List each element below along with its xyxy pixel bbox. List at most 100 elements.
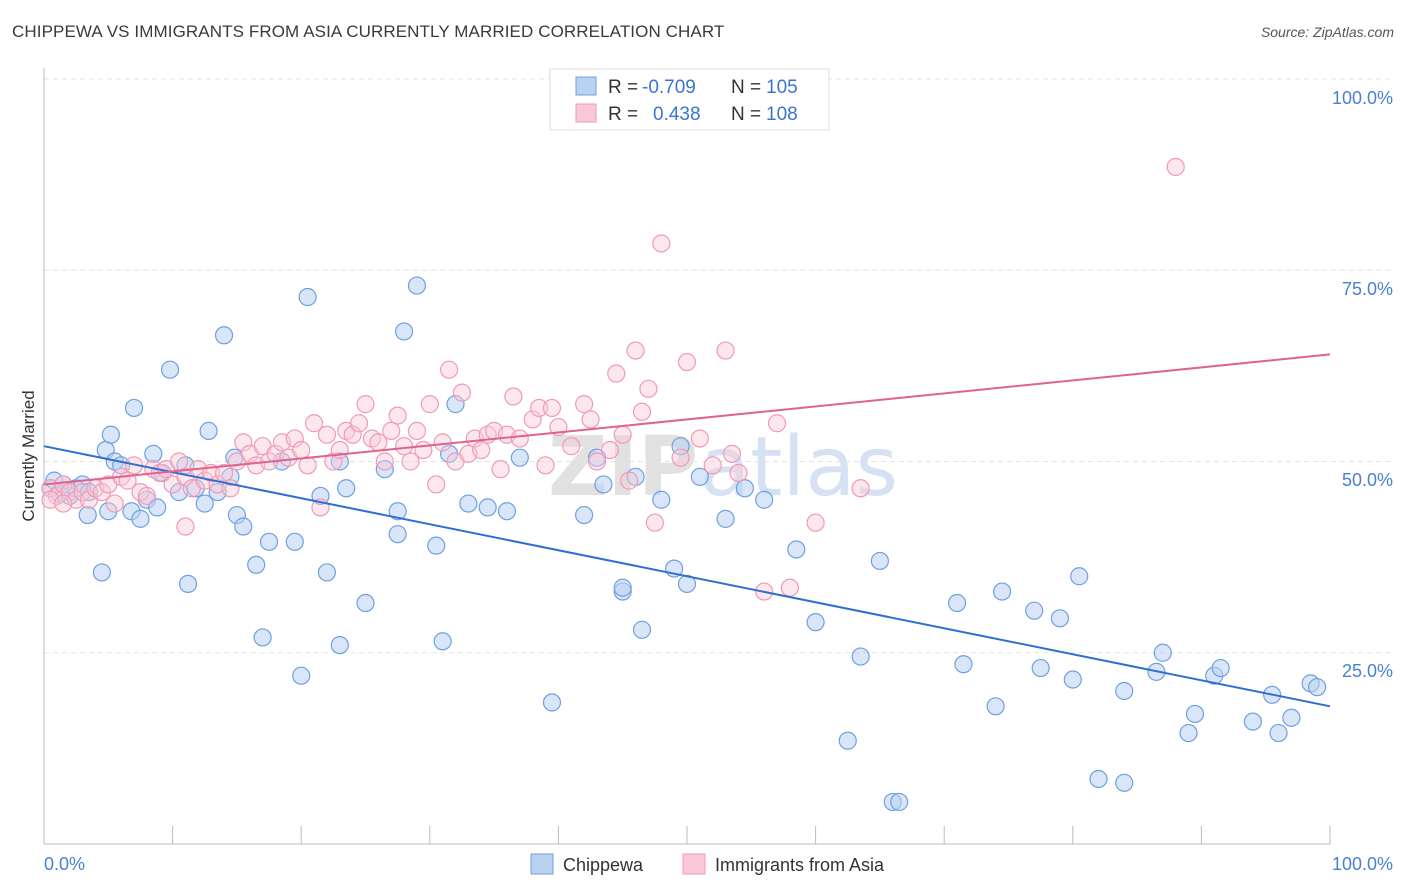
bottom-legend-swatch-asia	[682, 853, 706, 875]
point-asia	[285, 429, 304, 448]
point-asia	[292, 440, 311, 460]
point-chippewa	[947, 593, 967, 613]
point-asia	[690, 429, 709, 448]
point-asia	[343, 425, 362, 444]
point-chippewa	[160, 360, 180, 379]
point-asia	[722, 444, 742, 463]
point-chippewa	[1269, 723, 1288, 743]
point-chippewa	[838, 731, 857, 750]
point-chippewa	[330, 635, 349, 655]
point-asia	[716, 341, 735, 360]
watermark-zip: ZIP	[548, 420, 698, 515]
legend-swatch-chippewa	[575, 76, 597, 96]
point-chippewa	[148, 498, 167, 517]
point-chippewa	[613, 578, 632, 597]
point-chippewa	[690, 467, 709, 486]
y-tick-label-25: 25.0%	[1342, 661, 1393, 681]
point-chippewa	[575, 505, 594, 525]
point-asia	[414, 440, 433, 460]
point-chippewa	[1089, 769, 1108, 789]
watermark-atlas: atlas	[700, 420, 898, 515]
point-asia	[176, 517, 195, 536]
point-asia	[472, 440, 491, 460]
point-chippewa	[1115, 681, 1134, 701]
point-chippewa	[735, 479, 754, 498]
point-asia	[600, 440, 619, 460]
point-chippewa	[992, 582, 1012, 601]
point-chippewa	[986, 697, 1005, 716]
point-asia	[851, 479, 870, 498]
point-chippewa	[433, 632, 452, 651]
point-asia	[349, 414, 369, 433]
point-chippewa	[214, 326, 234, 345]
point-chippewa	[394, 322, 414, 341]
point-asia	[407, 421, 427, 440]
point-chippewa	[124, 398, 144, 418]
point-asia	[806, 513, 825, 532]
x-tick-label-min: 0.0%	[44, 854, 85, 874]
point-chippewa	[652, 490, 671, 509]
point-chippewa	[716, 509, 735, 528]
point-chippewa	[1031, 658, 1050, 678]
point-asia	[234, 433, 253, 452]
point-chippewa	[407, 276, 427, 295]
point-chippewa	[144, 444, 163, 463]
point-chippewa	[131, 509, 150, 528]
chart-source: Source: ZipAtlas.com	[1260, 24, 1394, 40]
point-chippewa	[851, 647, 870, 666]
point-asia	[433, 433, 452, 452]
point-chippewa	[317, 563, 337, 582]
point-chippewa	[755, 490, 774, 509]
point-asia	[729, 463, 748, 483]
series-asia-points	[41, 157, 1185, 601]
point-asia	[137, 486, 156, 506]
point-asia	[530, 398, 549, 418]
legend-r-label-chippewa: R =	[608, 77, 638, 98]
point-asia	[767, 414, 787, 433]
gridlines	[44, 78, 1395, 654]
point-chippewa	[787, 540, 806, 559]
point-chippewa	[1211, 658, 1230, 678]
point-chippewa	[1308, 678, 1327, 697]
point-chippewa	[954, 655, 973, 674]
point-chippewa	[1115, 773, 1134, 792]
point-asia	[562, 437, 581, 456]
point-chippewa	[870, 551, 890, 571]
point-chippewa	[1153, 643, 1172, 662]
point-chippewa	[427, 536, 446, 555]
point-chippewa	[510, 448, 529, 467]
point-chippewa	[459, 494, 478, 513]
point-chippewa	[1050, 609, 1070, 628]
y-axis-label: Currently Married	[19, 390, 38, 521]
point-asia	[542, 398, 562, 418]
point-asia	[639, 379, 658, 398]
point-chippewa	[375, 460, 394, 479]
point-asia	[356, 395, 375, 414]
point-asia	[620, 471, 639, 490]
legend-swatch-asia	[575, 103, 597, 123]
point-asia	[394, 437, 414, 456]
point-asia	[645, 513, 664, 532]
y-tick-label-100: 100.0%	[1332, 88, 1393, 108]
legend-r-value-chippewa: -0.709	[642, 77, 696, 98]
legend-r-label-asia: R =	[608, 104, 638, 125]
point-asia	[1166, 157, 1185, 177]
point-asia	[652, 234, 671, 253]
point-asia	[388, 406, 407, 425]
point-asia	[677, 352, 697, 372]
point-chippewa	[199, 421, 218, 440]
legend-n-label-chippewa: N =	[731, 77, 761, 98]
point-chippewa	[78, 505, 97, 525]
point-chippewa	[542, 693, 562, 712]
point-asia	[626, 341, 645, 360]
y-tick-label-50: 50.0%	[1342, 470, 1393, 490]
point-asia	[671, 448, 690, 467]
bottom-legend: Chippewa Immigrants from Asia	[530, 853, 885, 875]
y-tick-label-75: 75.0%	[1342, 279, 1393, 299]
point-asia	[504, 387, 523, 406]
legend: R = -0.709 N = 105 R = 0.438 N = 108	[549, 68, 830, 131]
x-axis-ticks	[43, 826, 1331, 844]
point-chippewa	[298, 287, 317, 307]
point-chippewa	[92, 563, 111, 582]
